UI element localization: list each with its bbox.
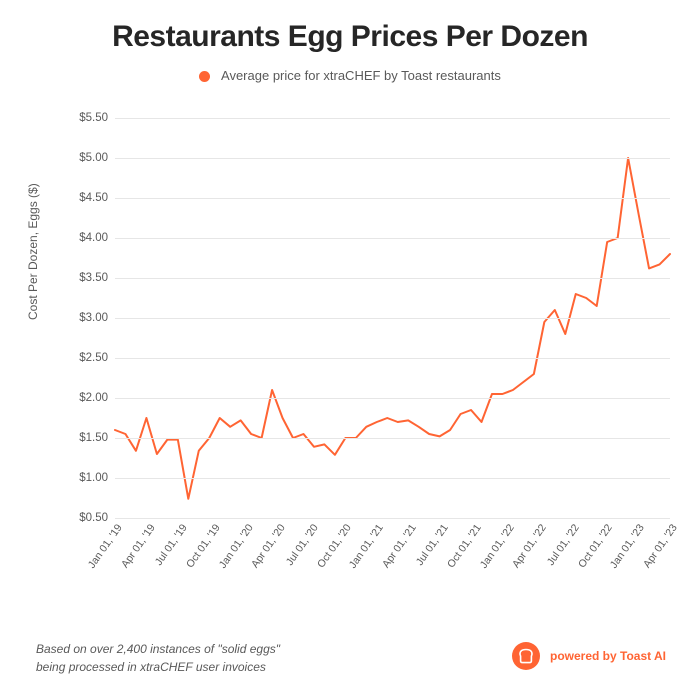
grid-line [115,518,670,519]
chart-area: $0.50$1.00$1.50$2.00$2.50$3.00$3.50$4.00… [75,118,670,548]
grid-line [115,358,670,359]
x-tick-label: Apr 01, '21 [380,522,419,570]
y-tick-label: $1.00 [58,472,108,484]
footnote: Based on over 2,400 instances of "solid … [36,641,280,676]
grid-line [115,438,670,439]
plot-region [115,118,670,518]
grid-line [115,478,670,479]
x-tick-label: Apr 01, '23 [641,522,680,570]
y-tick-label: $3.50 [58,272,108,284]
toast-logo-icon [512,642,540,670]
grid-line [115,398,670,399]
footnote-line2: being processed in xtraCHEF user invoice… [36,659,280,676]
y-tick-label: $3.00 [58,312,108,324]
y-axis-title: Cost Per Dozen, Eggs ($) [26,183,40,320]
grid-line [115,198,670,199]
grid-line [115,118,670,119]
y-tick-label: $0.50 [58,512,108,524]
y-tick-label: $4.50 [58,192,108,204]
y-tick-label: $4.00 [58,232,108,244]
chart-title: Restaurants Egg Prices Per Dozen [0,0,700,54]
y-tick-label: $2.00 [58,392,108,404]
y-tick-label: $5.00 [58,152,108,164]
legend: Average price for xtraCHEF by Toast rest… [0,68,700,83]
branding-text: powered by Toast AI [550,649,666,663]
footnote-line1: Based on over 2,400 instances of "solid … [36,641,280,658]
branding: powered by Toast AI [512,642,666,670]
grid-line [115,238,670,239]
grid-line [115,318,670,319]
legend-label: Average price for xtraCHEF by Toast rest… [221,68,501,83]
y-tick-label: $2.50 [58,352,108,364]
grid-line [115,158,670,159]
legend-dot-icon [199,71,210,82]
price-line [115,158,670,499]
y-tick-label: $1.50 [58,432,108,444]
y-tick-label: $5.50 [58,112,108,124]
grid-line [115,278,670,279]
